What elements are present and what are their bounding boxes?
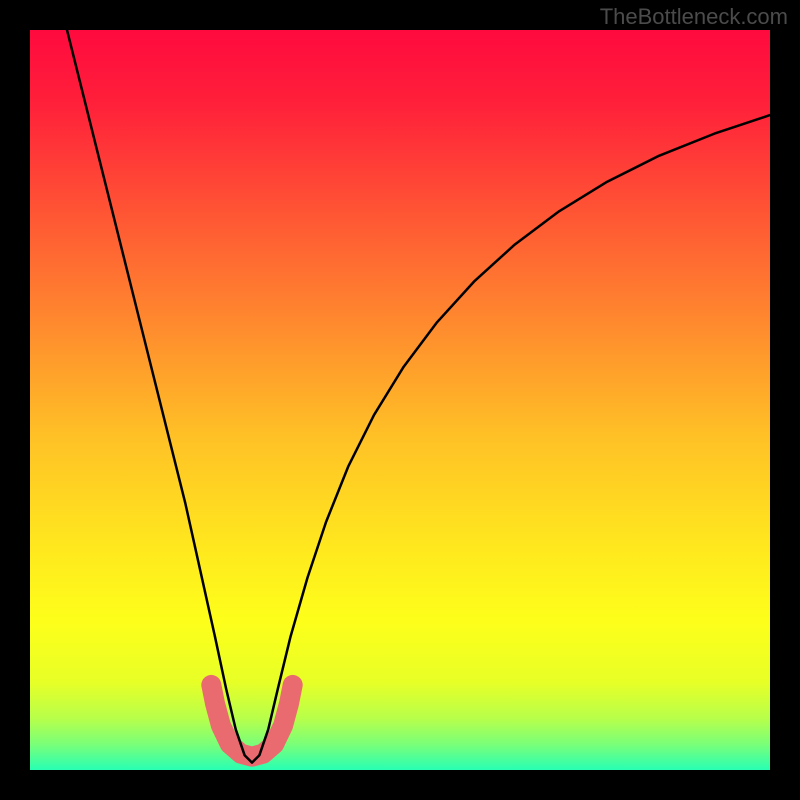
chart-root: TheBottleneck.com <box>0 0 800 800</box>
watermark-text: TheBottleneck.com <box>600 4 788 30</box>
chart-svg <box>0 0 800 800</box>
plot-background <box>30 30 770 770</box>
